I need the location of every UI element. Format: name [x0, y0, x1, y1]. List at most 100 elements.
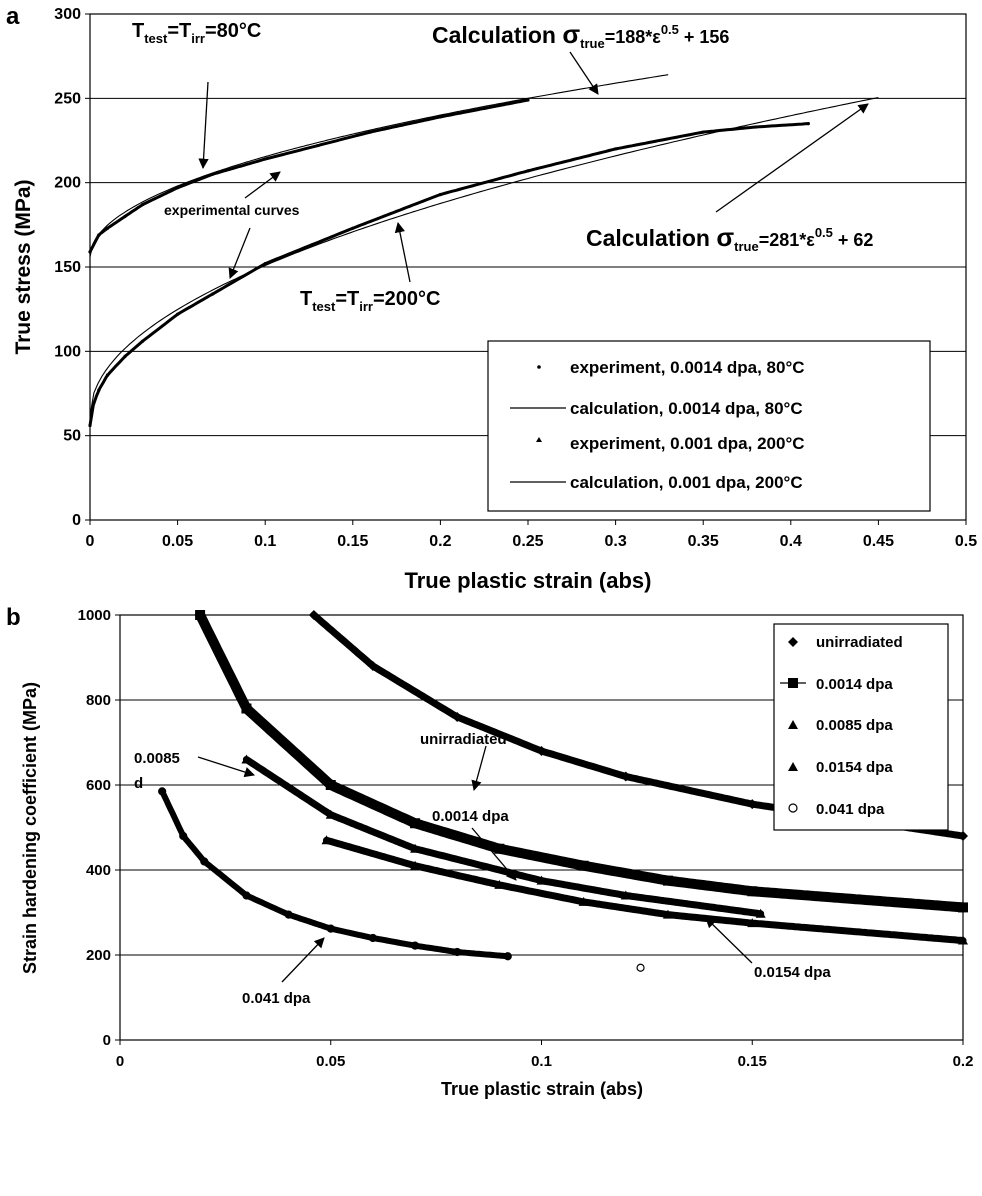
panel-a-legend-box: [487, 340, 931, 512]
y-tick-label: 800: [86, 692, 111, 709]
x-tick-label: 0.1: [254, 533, 276, 550]
data-point: [367, 661, 378, 671]
panel-a-y-axis-label: True stress (MPa): [12, 179, 35, 354]
legend-triangle-marker: [788, 762, 798, 771]
data-point: [241, 703, 252, 714]
x-tick-label: 0.1: [531, 1053, 552, 1070]
calculation-annotation-200: Calculation σtrue=281*ε0.5 + 62: [586, 222, 873, 254]
data-point: [368, 130, 372, 134]
data-point: [351, 226, 355, 230]
data-point: [325, 809, 336, 819]
data-point: [410, 818, 421, 829]
experimental-curves-annotation: experimental curves: [164, 202, 300, 218]
svg-text:experiment, 0.0014 dpa, 80°C: experiment, 0.0014 dpa, 80°C: [570, 358, 805, 377]
temp-label-200: Ttest=Tirr=200°C: [300, 288, 440, 314]
y-tick-label: 600: [86, 777, 111, 794]
legend-entry-00014: 0.0014 dpa: [780, 676, 893, 693]
series-calculation-line-3: [89, 96, 879, 416]
panel-b-legend-box: [773, 623, 949, 831]
data-point: [494, 843, 505, 854]
data-point: [158, 787, 167, 796]
data-point: [410, 941, 420, 950]
series-0-0154-dpa-band: [323, 836, 967, 944]
data-point: [105, 373, 110, 377]
svg-text:0.0154 dpa: 0.0154 dpa: [816, 759, 893, 776]
data-point: [263, 262, 267, 266]
data-point: [321, 835, 332, 845]
data-point: [326, 924, 335, 933]
legend-entry-calc-200: calculation, 0.001 dpa, 200°C: [510, 473, 803, 492]
legend-point-marker: [537, 365, 541, 369]
x-tick-label: 0.15: [738, 1053, 767, 1070]
panel-b-curves: [158, 610, 968, 972]
panel-b-x-axis-label: True plastic strain (abs): [441, 1079, 643, 1099]
arrow-00154: [705, 917, 753, 964]
arrow-0041: [281, 937, 325, 983]
data-point: [97, 388, 101, 392]
data-point: [410, 860, 421, 870]
data-point: [536, 875, 547, 885]
x-tick-label: 0.15: [337, 533, 368, 550]
data-point: [536, 746, 547, 756]
data-point: [755, 908, 766, 918]
data-point: [123, 214, 127, 218]
x-tick-label: 0.4: [780, 533, 802, 550]
data-point: [140, 202, 145, 207]
x-tick-label: 0: [86, 533, 95, 550]
data-point: [503, 952, 512, 961]
panel-b-x-ticks: 0 0.05 0.1 0.15 0.2: [116, 1040, 973, 1070]
temp-label-80: Ttest=Tirr=80°C: [132, 20, 261, 46]
panel-b-y-axis-label: Strain hardening coefficient (MPa): [20, 682, 40, 974]
panel-a-arrows: [198, 51, 869, 283]
curve-label-0085-suffix: d: [134, 775, 143, 792]
y-tick-label: 100: [54, 343, 81, 360]
data-point: [438, 115, 442, 119]
arrow-unirradiated: [471, 745, 487, 792]
data-point: [806, 122, 810, 126]
data-point: [241, 754, 252, 764]
data-point: [526, 169, 530, 173]
data-point: [179, 831, 188, 841]
series-experiment-curve-0: [88, 98, 530, 254]
data-point: [284, 910, 293, 919]
data-point: [140, 339, 145, 343]
curve-label-00154: 0.0154 dpa: [754, 964, 831, 981]
svg-text:experiment, 0.001 dpa, 200°C: experiment, 0.001 dpa, 200°C: [570, 434, 805, 453]
x-tick-label: 0.5: [955, 533, 977, 550]
data-point: [263, 157, 267, 161]
panel-a-curves: [88, 74, 879, 428]
svg-text:0.0014 dpa: 0.0014 dpa: [816, 676, 893, 693]
x-tick-label: 0.3: [604, 533, 626, 550]
data-point: [526, 98, 530, 102]
data-point: [200, 857, 209, 866]
x-tick-label: 0.25: [512, 533, 543, 550]
arrow-0085: [197, 756, 255, 778]
panel-a-chart: a 0 50 100 150 200 250 300 0 0.05 0.1 0.15 0.2 0.25…: [6, 3, 977, 593]
legend-entry-00154: 0.0154 dpa: [788, 759, 893, 776]
panel-a-x-axis-label: True plastic strain (abs): [405, 568, 652, 593]
panel-b-legend: unirradiated 0.0014 dpa 0.0085 dpa 0.015…: [773, 623, 949, 831]
y-tick-label: 0: [72, 512, 81, 529]
data-point: [662, 909, 673, 919]
data-point: [620, 890, 631, 900]
legend-square-marker: [788, 678, 798, 688]
series-calculation-line-1: [89, 74, 669, 258]
panel-a-label: a: [6, 3, 20, 30]
arrow-calc-200: [715, 103, 869, 213]
y-tick-label: 200: [86, 947, 111, 964]
x-tick-label: 0.45: [863, 533, 894, 550]
svg-text:0.0085 dpa: 0.0085 dpa: [816, 717, 893, 734]
panel-b-y-ticks: 0 200 400 600 800 1000: [78, 607, 120, 1049]
data-point: [123, 354, 127, 358]
curve-label-00014: 0.0014 dpa: [432, 808, 509, 825]
arrow-temp-200: [394, 221, 411, 283]
data-point: [747, 918, 758, 928]
panel-b-arrows: [197, 745, 753, 983]
curve-label-unirradiated: unirradiated: [420, 731, 507, 748]
data-point: [614, 147, 618, 151]
svg-text:calculation, 0.001 dpa, 200°C: calculation, 0.001 dpa, 200°C: [570, 473, 803, 492]
legend-diamond-marker: [788, 637, 798, 647]
x-tick-label: 0.05: [162, 533, 193, 550]
data-point: [410, 843, 421, 853]
